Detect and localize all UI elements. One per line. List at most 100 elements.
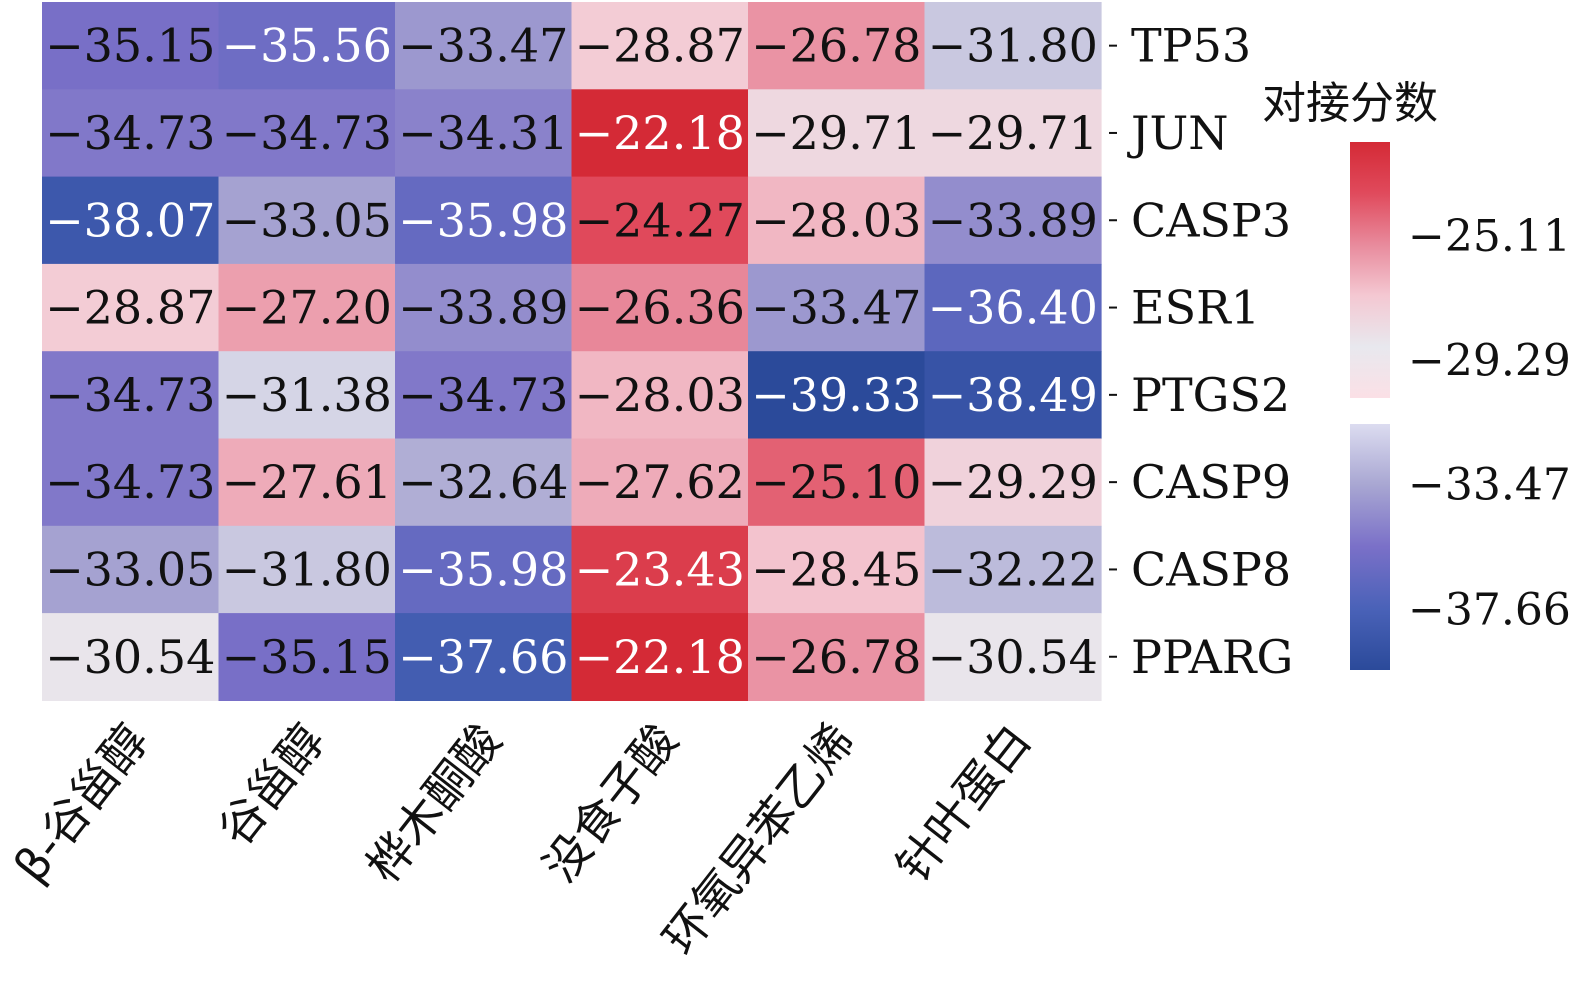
heatmap-value-label: −28.03 [575,368,745,422]
heatmap-cell-casp8-1 [218,525,396,614]
heatmap-value-label: −33.47 [751,281,921,335]
heatmap-value-label: −29.29 [928,455,1098,509]
heatmap-value-label: −36.40 [928,281,1098,335]
heatmap-value-label: −30.54 [928,630,1098,684]
heatmap-cell-jun-1 [218,89,396,178]
row-label-pparg: PPARG [1131,630,1293,684]
heatmap-value-label: −32.64 [398,455,568,509]
heatmap-cell-ptgs2-3 [571,351,749,440]
heatmap-cell-casp8-4 [748,525,926,614]
colorbar-legend: 对接分数 −25.11 −29.29 −33.47 −37.66 [1262,78,1571,670]
heatmap-cell-pparg-4 [748,613,926,701]
column-label-5: 针叶蛋白 [886,714,1042,892]
heatmap-cell-jun-0 [42,89,220,178]
heatmap-cell-casp3-5 [924,176,1102,265]
heatmap-cell-casp3-4 [748,176,926,265]
heatmap-cell-casp9-2 [395,438,573,527]
heatmap-value-label: −31.80 [222,542,392,596]
heatmap-value-label: −34.73 [398,368,568,422]
heatmap-cell-casp9-1 [218,438,396,527]
heatmap-value-label: −35.56 [222,19,392,73]
heatmap-value-label: −33.89 [928,193,1098,247]
heatmap-value-label: −30.54 [45,630,215,684]
heatmap-cell-jun-2 [395,89,573,178]
heatmap-cell-esr1-3 [571,263,749,352]
colorbar-cool-segment [1350,424,1390,670]
heatmap-cell-esr1-0 [42,263,220,352]
heatmap-value-label: −23.43 [575,542,745,596]
row-label-esr1: ESR1 [1131,281,1260,335]
column-label-2: 桦木酮酸 [356,714,512,892]
heatmap-value-label: −38.49 [928,368,1098,422]
heatmap-cell-casp3-0 [42,176,220,265]
heatmap-value-label: −26.36 [575,281,745,335]
heatmap-value-label: −28.45 [751,542,921,596]
heatmap-cell-tp53-3 [571,2,749,90]
heatmap-value-label: −24.27 [575,193,745,247]
heatmap-cell-ptgs2-0 [42,351,220,440]
heatmap-value-label: −28.87 [575,19,745,73]
heatmap-value-label: −35.15 [222,630,392,684]
colorbar-tick-label: −37.66 [1408,584,1571,635]
colorbar-tick-label: −33.47 [1408,460,1571,511]
colorbar-tick-label: −25.11 [1408,211,1571,262]
heatmap-cell-ptgs2-5 [924,351,1102,440]
heatmap-value-label: −38.07 [45,193,215,247]
heatmap-value-label: −34.73 [222,106,392,160]
heatmap-value-label: −27.20 [222,281,392,335]
row-label-tp53: TP53 [1131,19,1251,73]
heatmap-cell-casp9-4 [748,438,926,527]
heatmap-value-label: −28.03 [751,193,921,247]
colorbar-ticks: −25.11 −29.29 −33.47 −37.66 [1408,211,1571,635]
heatmap-value-label: −33.47 [398,19,568,73]
heatmap-value-label: −39.33 [751,368,921,422]
heatmap-value-label: −33.89 [398,281,568,335]
heatmap-cell-casp3-3 [571,176,749,265]
heatmap-cell-casp3-1 [218,176,396,265]
heatmap-cell-jun-3 [571,89,749,178]
heatmap-cell-esr1-2 [395,263,573,352]
heatmap-cell-tp53-4 [748,2,926,90]
row-label-ptgs2: PTGS2 [1131,368,1290,422]
heatmap-value-label: −28.87 [45,281,215,335]
colorbar-warm-segment [1350,142,1390,398]
heatmap-cells: −35.15 −35.56 −33.47 −28.87 −26.78 −31.80−34.… [42,2,1102,701]
heatmap-cell-pparg-5 [924,613,1102,701]
heatmap-value-label: −27.62 [575,455,745,509]
heatmap-cell-pparg-3 [571,613,749,701]
heatmap-value-label: −34.73 [45,106,215,160]
heatmap-cell-pparg-0 [42,613,220,701]
heatmap-cell-casp9-3 [571,438,749,527]
colorbar-tick-label: −29.29 [1408,335,1571,386]
heatmap-cell-jun-5 [924,89,1102,178]
heatmap-value-label: −26.78 [751,630,921,684]
heatmap-cell-tp53-0 [42,2,220,90]
heatmap-value-label: −22.18 [575,630,745,684]
heatmap-cell-ptgs2-2 [395,351,573,440]
heatmap-cell-esr1-4 [748,263,926,352]
heatmap-value-label: −31.80 [928,19,1098,73]
heatmap-cell-casp9-0 [42,438,220,527]
column-label-1: 谷甾醇 [208,714,336,856]
heatmap-value-label: −35.98 [398,542,568,596]
heatmap-cell-casp8-5 [924,525,1102,614]
heatmap-value-label: −33.05 [45,542,215,596]
heatmap-cell-jun-4 [748,89,926,178]
row-label-casp8: CASP8 [1131,542,1291,596]
heatmap-cell-casp8-3 [571,525,749,614]
heatmap-value-label: −35.15 [45,19,215,73]
colorbar-title: 对接分数 [1262,78,1438,129]
heatmap-cell-esr1-5 [924,263,1102,352]
heatmap-value-label: −34.73 [45,455,215,509]
heatmap-value-label: −25.10 [751,455,921,509]
colorbar-bars [1350,142,1390,670]
heatmap-value-label: −26.78 [751,19,921,73]
heatmap-value-label: −29.71 [751,106,921,160]
heatmap-cell-esr1-1 [218,263,396,352]
heatmap-value-label: −35.98 [398,193,568,247]
heatmap-value-label: −34.73 [45,368,215,422]
heatmap-cell-tp53-1 [218,2,396,90]
column-label-0: β-谷甾醇 [3,714,159,892]
